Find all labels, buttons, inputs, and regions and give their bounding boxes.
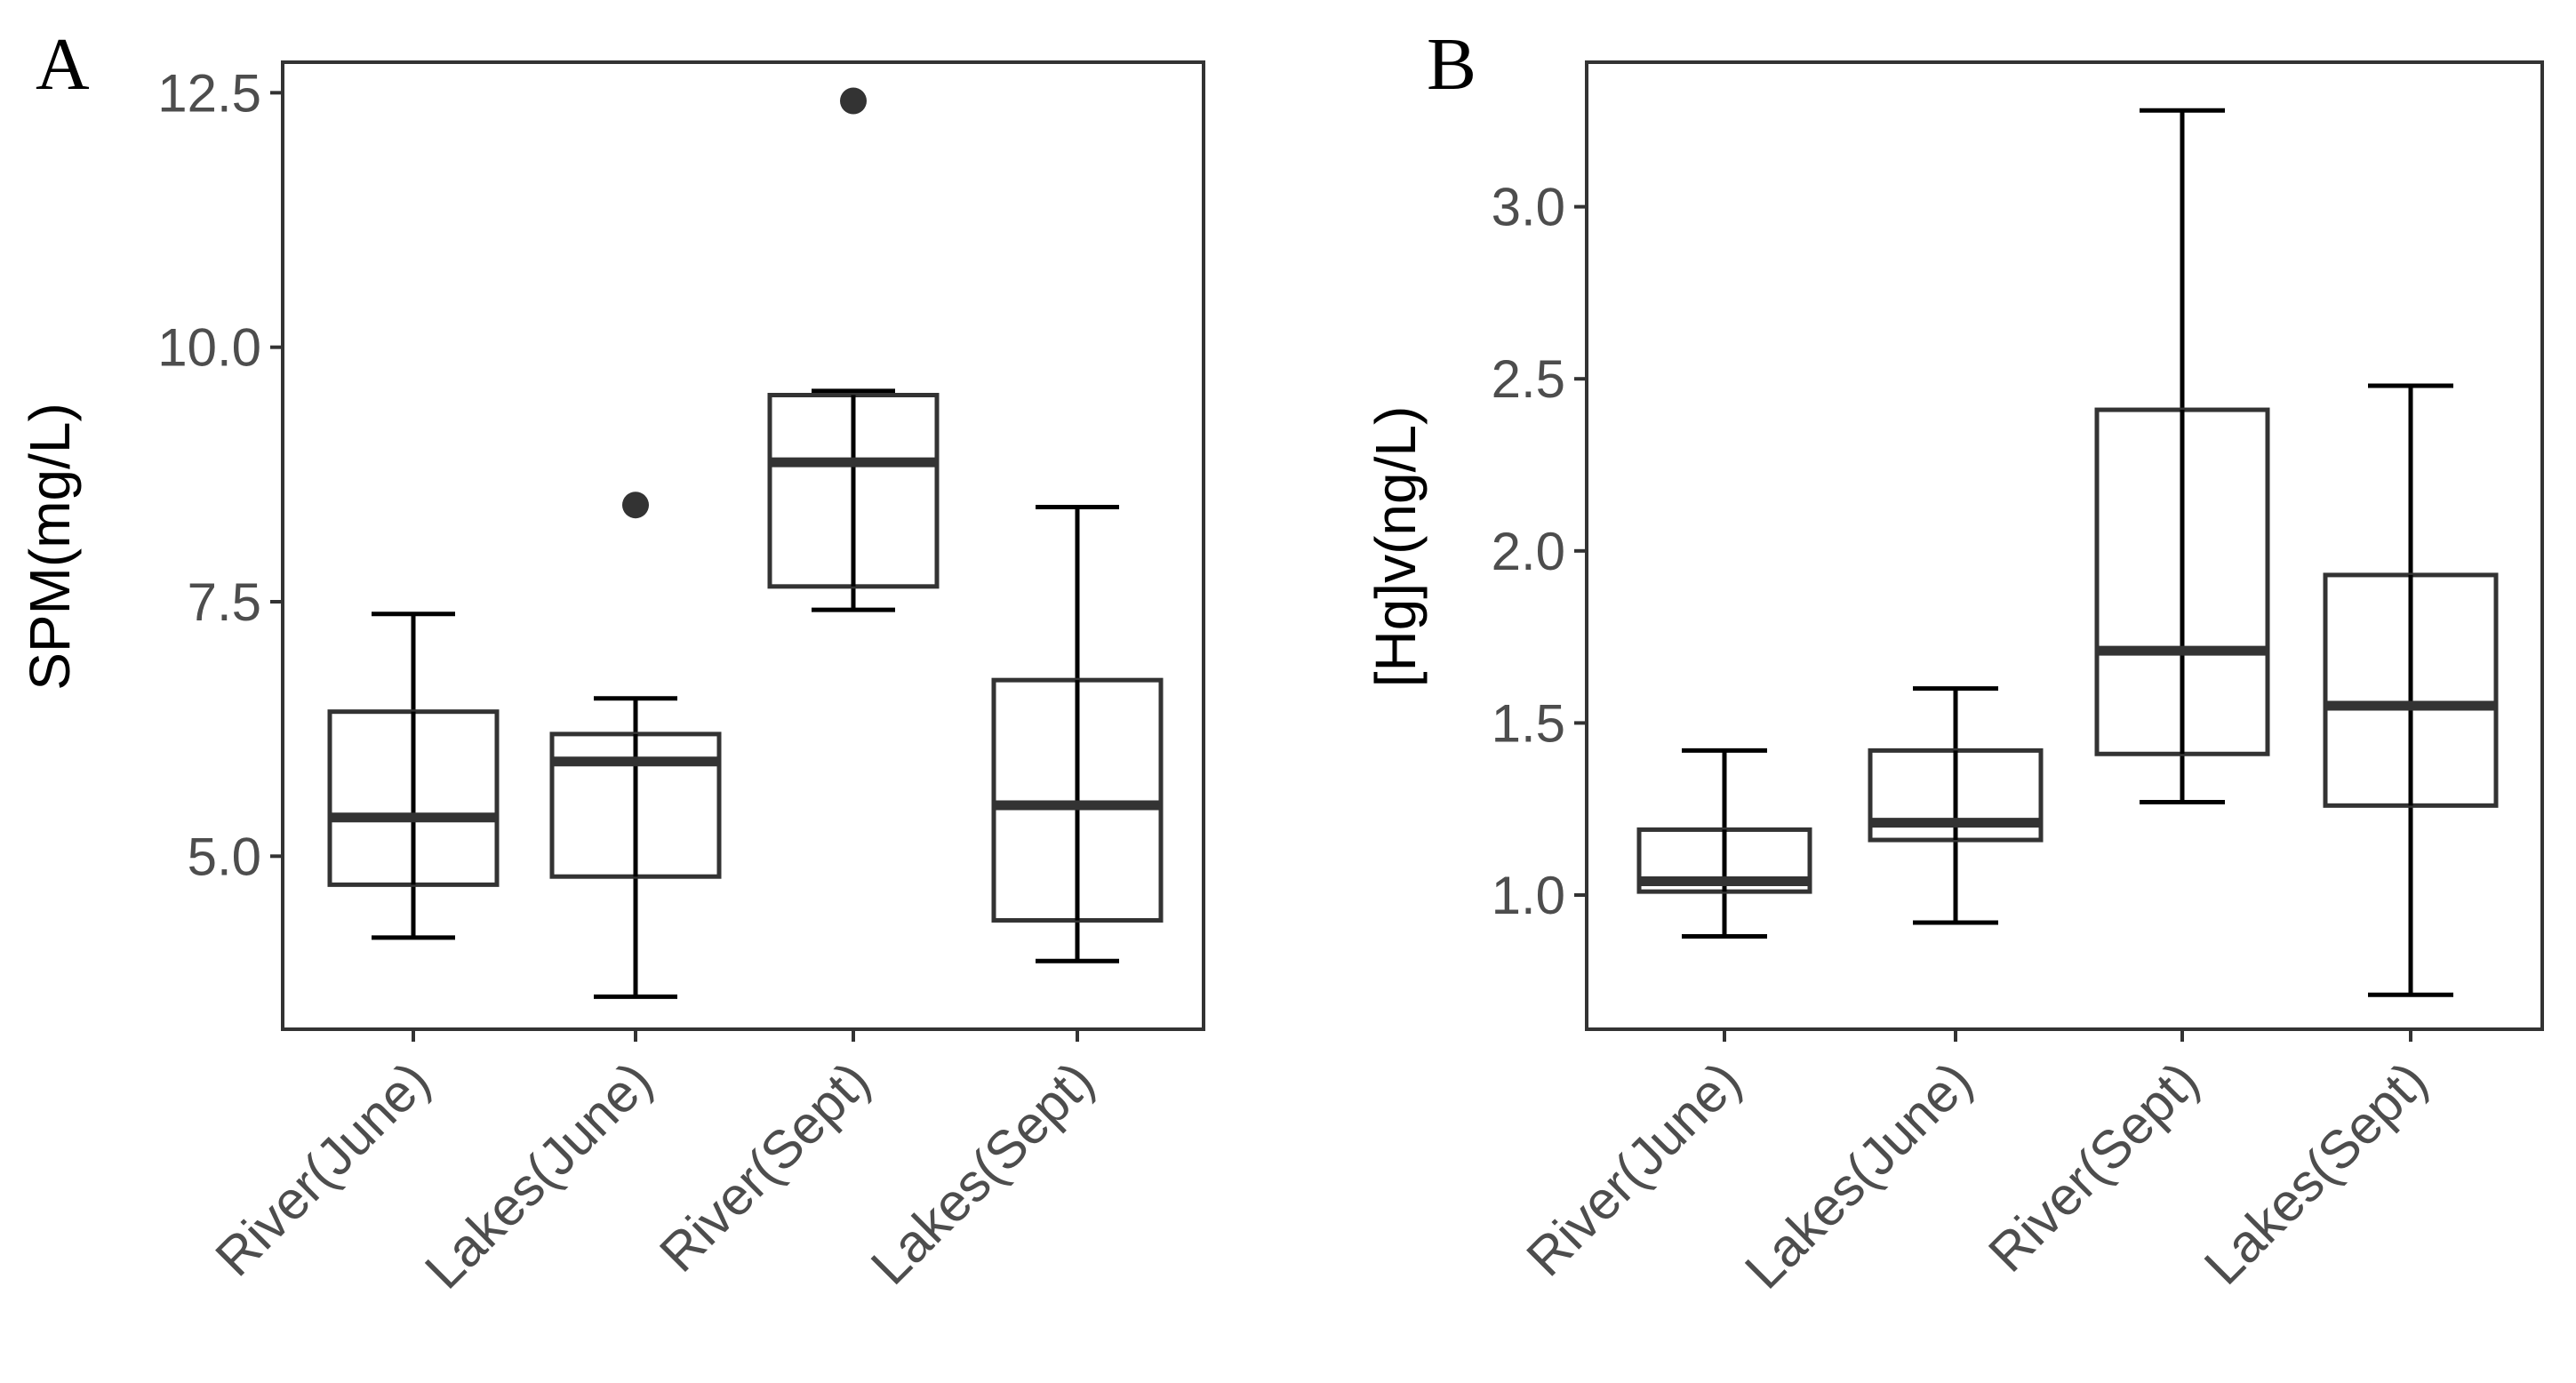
panel-a-plot: 5.0 7.5 10.0 12.5 River(June)Lakes(June)Rive… (157, 60, 1205, 1300)
panel-a-y-axis-label: SPM(mg/L) (18, 403, 82, 691)
panel-a-box-2 (549, 492, 722, 999)
panel-a: A SPM(mg/L) 5.07.510.012.5River(June)Lak… (18, 23, 1205, 1300)
panel-a-outlier-point (840, 87, 867, 115)
panel-b-box-2 (1868, 686, 2044, 925)
panel-b-y-axis-label: [Hg]v(ng/L) (1364, 406, 1428, 688)
panel-b-y-tick-label: 2.5 (1492, 349, 1565, 409)
panel-b-y-tick-label: 1.0 (1492, 866, 1565, 925)
panel-a-box-3 (767, 87, 940, 612)
panel-b-x-tick-label: Lakes(Sept) (2193, 1051, 2438, 1296)
panel-a-outlier-point (622, 492, 649, 519)
panel-b-x-tick-label: Lakes(June) (1733, 1051, 1983, 1300)
panel-b-box-1 (1636, 747, 1812, 939)
panel-b-y-tick-label: 2.0 (1492, 522, 1565, 581)
panel-a-x-tick-label: Lakes(June) (413, 1051, 663, 1300)
panel-a-y-tick-label: 7.5 (188, 572, 261, 632)
panel-b-y-tick-label: 3.0 (1492, 178, 1565, 237)
panel-a-x-tick-label: River(June) (204, 1051, 442, 1288)
panel-a-box-1 (327, 612, 500, 940)
panel-a-letter: A (36, 23, 90, 106)
panel-a-x-tick-label: River(Sept) (648, 1051, 881, 1283)
panel-b-box-4 (2323, 383, 2499, 997)
panel-b-y-tick-label: 1.5 (1492, 693, 1565, 753)
panel-b: B [Hg]v(ng/L) 1.0 1.5 2.0 2.5 3.0 River(June)… (1364, 23, 2544, 1300)
panel-a-plot-frame (281, 60, 1205, 1031)
panel-a-y-tick-label: 5.0 (188, 827, 261, 886)
panel-a-y-tick-label: 12.5 (157, 63, 261, 123)
panel-a-y-tick-label: 10.0 (157, 318, 261, 378)
panel-b-plot: 1.0 1.5 2.0 2.5 3.0 River(June)Lakes(June)Riv… (1492, 60, 2544, 1300)
panel-b-x-tick-label: River(June) (1516, 1051, 1753, 1288)
panel-b-box-3 (2094, 108, 2270, 804)
panel-a-x-tick-label: Lakes(Sept) (860, 1051, 1105, 1296)
panel-b-letter: B (1427, 23, 1476, 106)
panel-b-x-tick-label: River(Sept) (1977, 1051, 2210, 1283)
panel-b-plot-frame (1585, 60, 2544, 1031)
panel-a-box-4 (991, 504, 1164, 963)
